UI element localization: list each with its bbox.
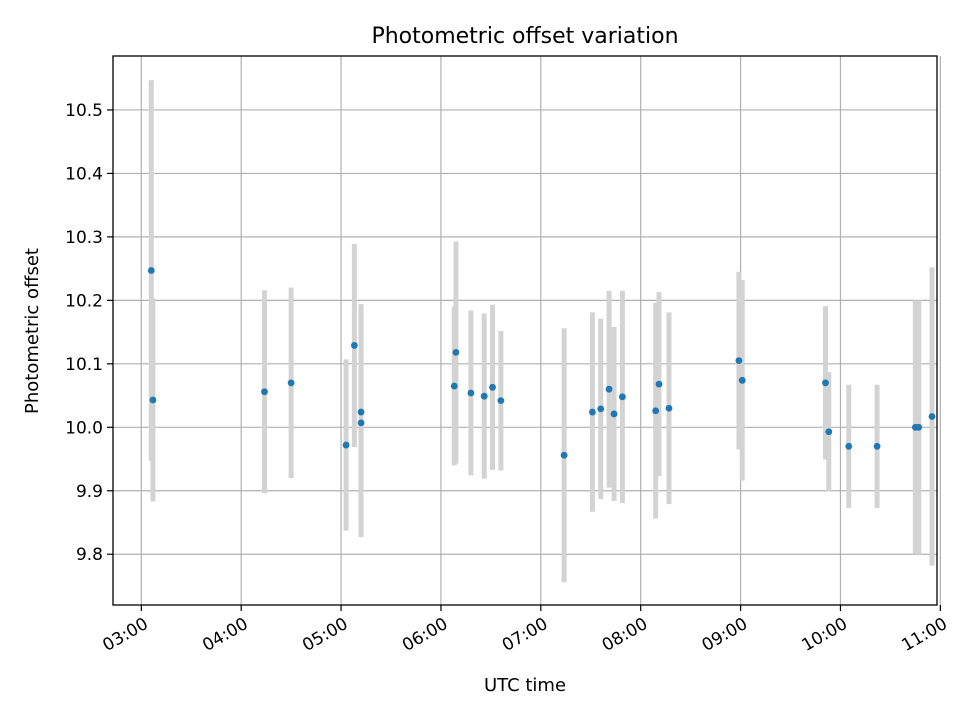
data-point (560, 451, 568, 459)
data-point (342, 441, 350, 449)
data-point (610, 410, 618, 418)
data-point (497, 397, 505, 405)
y-tick-label: 10.1 (65, 355, 103, 375)
data-point (652, 407, 660, 415)
data-point (928, 413, 936, 420)
y-axis-ticks: 9.8 9.9 10.0 10.1 10.2 10.3 10.4 10.5 (65, 101, 113, 565)
data-point (357, 419, 365, 427)
data-point (480, 392, 488, 400)
data-point (825, 428, 833, 436)
data-point (350, 342, 358, 349)
data-point (149, 396, 157, 404)
plot-frame (112, 55, 938, 606)
data-point (873, 442, 881, 450)
data-point (467, 389, 475, 397)
data-point (735, 357, 743, 365)
data-point (287, 379, 295, 387)
data-point (605, 385, 613, 393)
grid-lines (113, 56, 941, 605)
y-tick-label: 9.9 (76, 482, 103, 502)
data-point (452, 348, 460, 356)
data-point (450, 382, 458, 390)
data-point (147, 267, 155, 274)
y-tick-label: 9.8 (76, 545, 103, 565)
y-tick-label: 10.5 (65, 101, 103, 121)
y-tick-label: 10.4 (65, 164, 103, 184)
data-point (822, 379, 829, 387)
y-tick-label: 10.3 (65, 228, 103, 248)
data-point (261, 388, 268, 396)
data-points (147, 267, 936, 459)
y-tick-label: 10.2 (65, 291, 103, 311)
y-tick-label: 10.0 (65, 418, 103, 438)
chart-title: Photometric offset variation (371, 24, 678, 49)
y-axis-label: Photometric offset (22, 248, 43, 414)
data-point (665, 404, 673, 412)
data-point (845, 442, 853, 450)
data-point (655, 380, 663, 388)
data-point (915, 423, 923, 431)
data-point (489, 383, 496, 391)
data-point (618, 393, 626, 401)
data-point (738, 376, 746, 384)
data-point (597, 405, 605, 413)
x-axis-label: UTC time (484, 675, 566, 696)
data-point (589, 408, 596, 416)
data-point (357, 408, 365, 416)
